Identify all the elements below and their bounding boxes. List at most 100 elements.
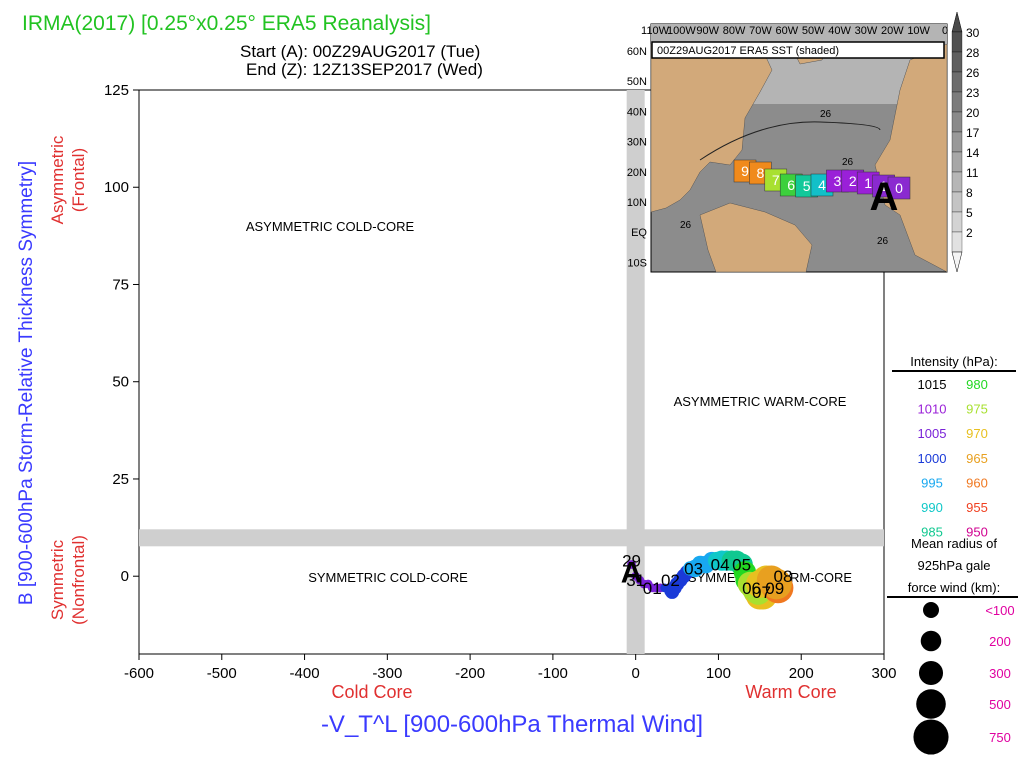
inset-track-box-label: 9 xyxy=(741,163,749,179)
inset-track-box-label: 1 xyxy=(880,178,888,194)
intensity-legend-title: Intensity (hPa): xyxy=(910,354,997,369)
inset-lon-label: 80W xyxy=(723,25,746,37)
colorbar-swatch xyxy=(951,71,963,93)
inset-lon-label: 60W xyxy=(776,25,799,37)
inset-lon-label: 70W xyxy=(749,25,772,37)
inset-track-box-label: 4 xyxy=(818,177,826,193)
y-tick-label: 0 xyxy=(121,568,129,585)
colorbar-tick-label: 26 xyxy=(966,66,980,80)
colorbar-tick-label: 14 xyxy=(966,146,980,160)
x-tick-label: 100 xyxy=(706,665,731,682)
track-day-label: 08 xyxy=(774,567,793,586)
track-day-label: 06 xyxy=(742,579,761,598)
isotherm-label-2: 26 xyxy=(842,157,854,168)
inset-lat-label: 50N xyxy=(627,76,647,88)
intensity-legend-item: 980 xyxy=(966,377,988,392)
intensity-legend-item: 985 xyxy=(921,525,943,540)
colorbar-swatch xyxy=(951,171,963,193)
isotherm-label-4: 26 xyxy=(877,236,889,247)
inset-track-box-label: 7 xyxy=(772,172,780,188)
inset-title-box xyxy=(651,41,945,59)
cyclone-track xyxy=(627,550,794,610)
colorbar-tick-label: 17 xyxy=(966,126,980,140)
radius-legend-dot xyxy=(918,660,944,686)
track-point xyxy=(627,560,636,569)
inset-lat-label: 40N xyxy=(627,106,647,118)
radius-legend: Mean radius of 925hPa gale force wind (k… xyxy=(887,536,1018,755)
colorbar-swatch xyxy=(951,31,963,53)
x-tick-label: 200 xyxy=(789,665,814,682)
intensity-legend-entries: 1015 980 1010 975 1005 970 1000 965 995 960 990 955… xyxy=(918,377,988,540)
x-side-label-warm: Warm Core xyxy=(745,682,836,702)
colorbar-tick-label: 30 xyxy=(966,26,980,40)
radius-legend-label: 200 xyxy=(989,634,1011,649)
intensity-legend-item: 1000 xyxy=(918,451,947,466)
radius-legend-label: <100 xyxy=(985,603,1014,618)
x-tick-label: -300 xyxy=(372,665,402,682)
sst-inset-map: 26 26 26 26 00Z29AUG2017 ERA5 SST (shade… xyxy=(627,23,948,273)
colorbar-tick-label: 20 xyxy=(966,106,980,120)
colorbar-tick-label: 28 xyxy=(966,46,980,60)
track-day-label: 05 xyxy=(732,556,751,575)
quadrant-label-top-left: ASYMMETRIC COLD-CORE xyxy=(246,219,415,234)
y-tick-label: 125 xyxy=(104,82,129,99)
intensity-legend-item: 955 xyxy=(966,500,988,515)
x-axis-label: -V_T^L [900-600hPa Thermal Wind] xyxy=(321,711,703,738)
inset-track-box xyxy=(887,176,911,200)
inset-lat-label: 30N xyxy=(627,137,647,149)
intensity-legend-item: 995 xyxy=(921,475,943,490)
inset-lon-label: 0 xyxy=(942,25,948,37)
track-day-label: 04 xyxy=(711,556,730,575)
colorbar-swatch xyxy=(951,51,963,73)
intensity-legend-item: 1015 xyxy=(918,377,947,392)
north-america-land xyxy=(650,43,773,213)
track-day-label: 01 xyxy=(643,579,662,598)
inset-track-box-label: 2 xyxy=(849,173,857,189)
inset-track-box-label: 5 xyxy=(803,178,811,194)
inset-lon-label: 50W xyxy=(802,25,825,37)
colorbar-tick-label: 8 xyxy=(966,186,973,200)
start-time: Start (A): 00Z29AUG2017 (Tue) xyxy=(240,42,480,61)
x-tick-label: -500 xyxy=(207,665,237,682)
inset-lon-label: 30W xyxy=(855,25,878,37)
end-time: End (Z): 12Z13SEP2017 (Wed) xyxy=(246,60,483,79)
quadrant-label-top-right: ASYMMETRIC WARM-CORE xyxy=(674,394,847,409)
x-side-label-cold: Cold Core xyxy=(331,682,412,702)
start-marker-a: A xyxy=(621,556,643,589)
colorbar-swatch xyxy=(951,91,963,113)
track-day-label: 02 xyxy=(661,571,680,590)
inset-lon-label: 10W xyxy=(907,25,930,37)
sst-colorbar: 30 28 26 23 20 17 14 11 8 5 2 xyxy=(951,11,980,273)
inset-track-box-label: 0 xyxy=(895,180,903,196)
colorbar-tick-label: 2 xyxy=(966,226,973,240)
track-day-label: 31 xyxy=(626,571,645,590)
colorbar-tick-label: 5 xyxy=(966,206,973,220)
radius-legend-dot xyxy=(913,719,949,755)
guide-band-horizontal xyxy=(139,529,884,547)
intensity-legend-item: 950 xyxy=(966,525,988,540)
isotherm-26 xyxy=(699,121,881,161)
track-day-label: 29 xyxy=(622,552,641,571)
intensity-legend-item: 990 xyxy=(921,500,943,515)
x-axis-ticks: -600 -500 -400 -300 -200 -100 0 100 200 300 xyxy=(124,654,897,682)
inset-lat-label: 20N xyxy=(627,167,647,179)
inset-track-box-label: 8 xyxy=(757,165,765,181)
y-axis-ticks: 0 25 50 75 100 125 xyxy=(104,82,139,585)
x-tick-label: -400 xyxy=(290,665,320,682)
inset-lat-label: 60N xyxy=(627,46,647,58)
intensity-legend-item: 1005 xyxy=(918,426,947,441)
isotherm-label-1: 26 xyxy=(820,109,832,120)
inset-start-marker: A xyxy=(870,175,899,219)
track-day-label: 03 xyxy=(684,559,703,578)
x-tick-label: 300 xyxy=(871,665,896,682)
colorbar-swatch xyxy=(951,131,963,153)
inset-lon-label: 90W xyxy=(696,25,719,37)
x-tick-label: 0 xyxy=(631,665,639,682)
radius-legend-dot xyxy=(920,630,942,652)
radius-legend-dot xyxy=(923,602,939,618)
inset-lon-label: 100W xyxy=(667,25,696,37)
